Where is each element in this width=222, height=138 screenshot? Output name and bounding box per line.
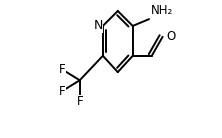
- Text: O: O: [166, 30, 175, 43]
- Text: F: F: [76, 95, 83, 108]
- Text: NH₂: NH₂: [150, 4, 173, 17]
- Text: F: F: [59, 63, 65, 76]
- Text: N: N: [93, 19, 103, 32]
- Text: F: F: [59, 85, 65, 98]
